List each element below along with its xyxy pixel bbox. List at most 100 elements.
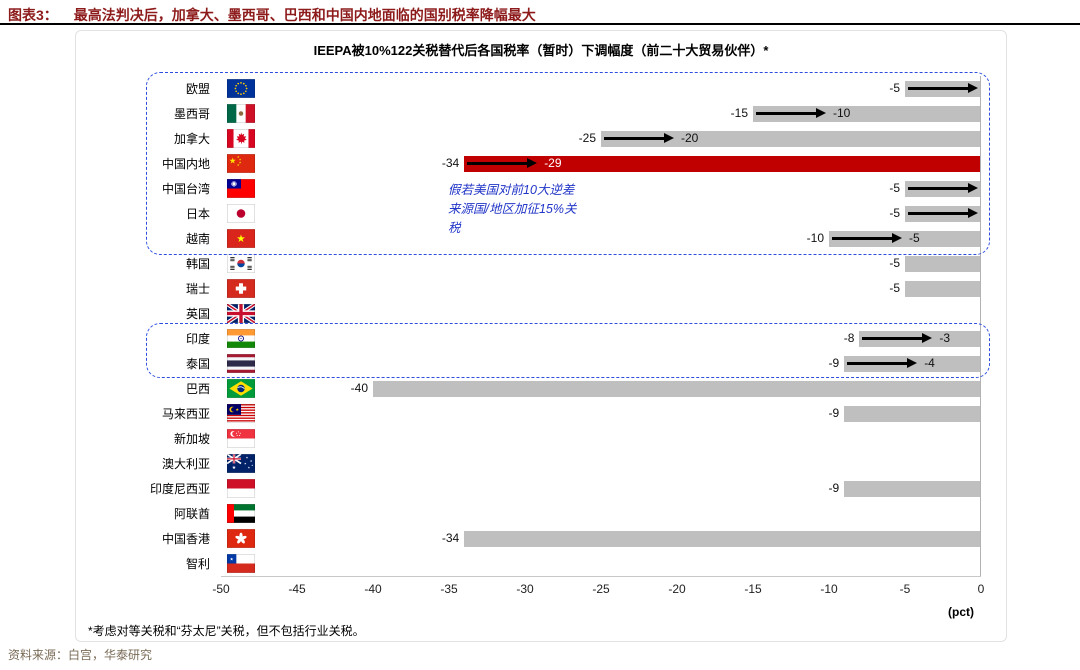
axis-tick-label: 0 (977, 582, 985, 596)
country-label: 英国 (185, 307, 210, 321)
scenario-arrow-icon (908, 76, 980, 101)
value-label: -25 (578, 131, 596, 145)
value-label: -34 (441, 531, 460, 545)
chart-row: 英国 (76, 301, 981, 326)
flag-thailand-icon (227, 354, 255, 373)
chart-row: 中国台湾 -5 (76, 176, 981, 201)
value-label: -15 (730, 106, 748, 120)
flag-brazil-icon (227, 379, 255, 398)
x-axis-line (221, 576, 981, 577)
bar-track: ★ -9 (221, 401, 981, 426)
country-label: 欧盟 (185, 82, 210, 96)
bar-track: -9 -4 (221, 351, 981, 376)
axis-unit-label: (pct) (948, 605, 974, 619)
value-label: -10 (806, 231, 824, 245)
chart-title: IEEPA被10%122关税替代后各国税率（暂时）下调幅度（前二十大贸易伙伴）* (313, 43, 769, 58)
figure-title: 最高法判决后，加拿大、墨西哥、巴西和中国内地面临的国别税率降幅最大 (73, 7, 536, 23)
bar-track (221, 501, 981, 526)
flag-eu-icon (227, 79, 255, 98)
bar-track: -5 (221, 251, 981, 276)
bar-track: -5 (221, 276, 981, 301)
chart-row: 智利 ★ (76, 551, 981, 576)
country-label: 日本 (185, 207, 210, 221)
country-label: 加拿大 (173, 132, 210, 146)
svg-text:★: ★ (244, 462, 247, 466)
bar-track (221, 301, 981, 326)
footnote: *考虑对等关税和“芬太尼”关税，但不包括行业关税。 (88, 624, 365, 638)
country-label: 智利 (185, 557, 210, 571)
bar-track: -5 (221, 76, 981, 101)
chart-row: 印度尼西亚 -9 (76, 476, 981, 501)
bar (464, 530, 981, 547)
axis-tick-label: -40 (364, 582, 382, 596)
country-label: 中国内地 (161, 157, 210, 171)
figure-number-label: 图表3： (8, 7, 58, 23)
flag-korea-icon (227, 254, 255, 273)
chart-row: 中国内地 ★ ★ ★ ★ ★ -34 -29 (76, 151, 981, 176)
scenario-value-label: -4 (924, 356, 935, 370)
chart-row: 越南 ★ -10 -5 (76, 226, 981, 251)
value-label: -8 (843, 331, 855, 345)
bar-track: -8 -3 (221, 326, 981, 351)
bar-track: -9 (221, 476, 981, 501)
bar-track (221, 426, 981, 451)
svg-text:★: ★ (229, 156, 237, 166)
scenario-arrow-icon (908, 201, 980, 226)
axis-tick-label: -45 (288, 582, 306, 596)
axis-tick-label: -25 (592, 582, 610, 596)
chart-row: 印度 -8 -3 (76, 326, 981, 351)
svg-text:★: ★ (230, 556, 234, 561)
country-label: 印度尼西亚 (149, 482, 210, 496)
flag-japan-icon (227, 204, 255, 223)
country-label: 越南 (185, 232, 210, 246)
bar (601, 130, 981, 147)
country-label: 韩国 (185, 257, 210, 271)
scenario-arrow-icon (908, 176, 980, 201)
axis-tick-label: -30 (516, 582, 534, 596)
bar (905, 280, 981, 297)
bar (905, 255, 981, 272)
bar (753, 105, 981, 122)
scenario-arrow-icon (832, 226, 904, 251)
chart-row: 加拿大 -25 -20 (76, 126, 981, 151)
flag-malaysia-icon: ★ (227, 404, 255, 423)
scenario-value-label: -10 (833, 106, 851, 120)
bar-track: -5 (221, 201, 981, 226)
zero-axis-line (980, 76, 981, 576)
value-label: -34 (441, 156, 460, 170)
bar (829, 230, 981, 247)
figure-header: 图表3： 最高法判决后，加拿大、墨西哥、巴西和中国内地面临的国别税率降幅最大 (8, 5, 536, 25)
flag-australia-icon: ★ ★ ★ ★ ★ ★ (227, 454, 255, 473)
svg-text:★: ★ (250, 459, 253, 463)
chart-row: 日本 -5 (76, 201, 981, 226)
chart-row: 瑞士 -5 (76, 276, 981, 301)
svg-text:★: ★ (239, 161, 242, 165)
chart-row: 中国香港 -34 (76, 526, 981, 551)
scenario-arrow-icon (862, 326, 934, 351)
header-divider-line (0, 23, 1080, 25)
value-label: -9 (828, 356, 840, 370)
value-label: -5 (889, 206, 900, 220)
bar-track: -25 -20 (221, 126, 981, 151)
chart-row: 泰国 -9 -4 (76, 351, 981, 376)
scenario-value-label: -20 (681, 131, 699, 145)
value-label: -5 (889, 281, 900, 295)
country-label: 澳大利亚 (161, 457, 210, 471)
axis-tick-label: -20 (668, 582, 686, 596)
scenario-arrow-icon (467, 151, 539, 176)
source-text: 资料来源：白宫，华泰研究 (8, 648, 153, 662)
annotation-line: 假若美国对前10大逆差 (448, 183, 575, 197)
country-label: 中国台湾 (161, 182, 210, 196)
axis-tick-label: -35 (440, 582, 458, 596)
chart-row: 欧盟 -5 (76, 76, 981, 101)
value-label: -5 (889, 181, 900, 195)
flag-indonesia-icon (227, 479, 255, 498)
svg-text:★: ★ (239, 157, 242, 161)
axis-tick-label: -15 (744, 582, 762, 596)
chart-row: 墨西哥 -15 -10 (76, 101, 981, 126)
country-label: 中国香港 (161, 532, 210, 546)
country-label: 新加坡 (173, 432, 210, 446)
svg-text:★: ★ (235, 407, 239, 412)
scenario-value-label: -5 (909, 231, 920, 245)
axis-tick-label: -5 (899, 582, 911, 596)
